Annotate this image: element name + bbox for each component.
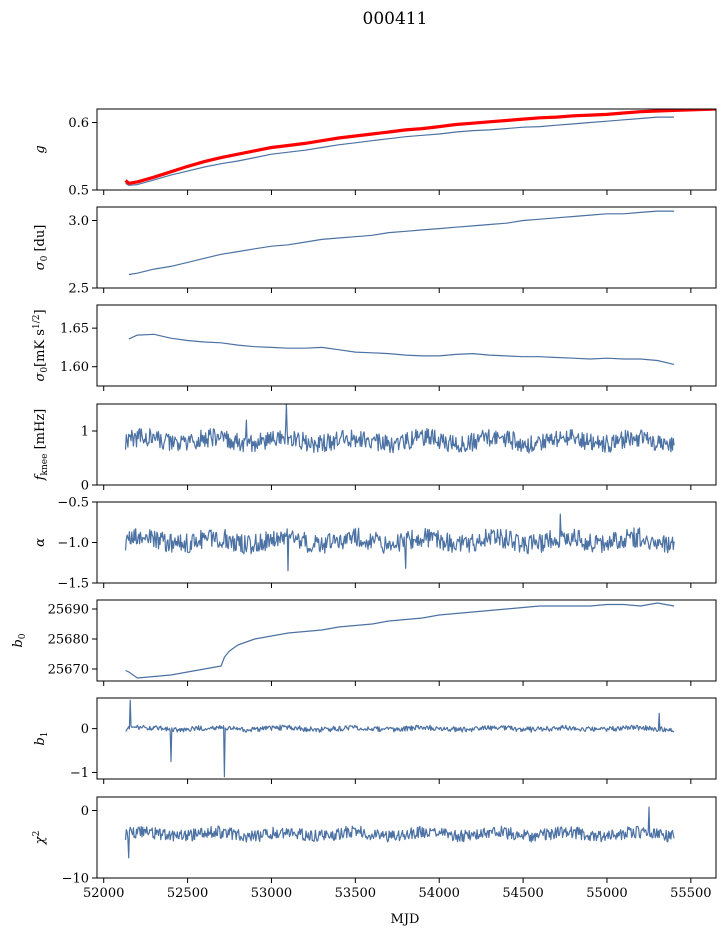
y-tick-label-fknee-0: 0 (81, 479, 89, 494)
axes-frame-g (96, 108, 717, 191)
axes-frame-chi2 (96, 796, 717, 879)
axes-frame-fknee (96, 403, 717, 486)
y-tick-label-b0-1: 25680 (48, 633, 89, 648)
axes-frame-b0 (96, 599, 717, 682)
panel-chi2: −10 0 52000 52500 53000 53500 54000 54500 55000 5… (32, 796, 717, 901)
series-line-sigma0_mks-0 (128, 333, 675, 365)
x-tick-label-2: 53000 (251, 886, 292, 901)
panel-b0: 25670 25680 25690 b0 (11, 599, 717, 686)
y-tick-label-g-0: 0.5 (68, 184, 89, 199)
y-tick-label-chi2-0: −10 (62, 872, 89, 887)
y-axis-label-sigma0_du: σ0 [du] (33, 225, 50, 271)
panel-sigma0_du: 2.5 3.0 σ0 [du] (33, 206, 717, 297)
y-tick-label-sigma0_du-0: 2.5 (68, 282, 89, 297)
panel-sigma0_mks: 1.60 1.65 σ0[mK s1/2] (32, 304, 717, 391)
y-axis-label-b0: b0 (11, 633, 28, 647)
panel-g: 0.5 0.6 g (33, 108, 717, 199)
panel-b1: −1 0 b1 (33, 697, 717, 784)
panel-alpha: −1.5 −1.0 −0.5 α (33, 496, 717, 592)
y-tick-label-sigma0_mks-0: 1.60 (60, 360, 89, 375)
panel-fknee: 0 1 fknee [mHz] (33, 403, 717, 494)
y-tick-label-alpha-0: −1.5 (57, 577, 89, 592)
x-tick-label-3: 53500 (335, 886, 376, 901)
x-tick-label-7: 55500 (670, 886, 711, 901)
y-axis-label-sigma0_mks: σ0[mK s1/2] (32, 309, 50, 381)
y-tick-label-chi2-1: 0 (81, 804, 89, 819)
x-tick-label-1: 52500 (167, 886, 208, 901)
axes-frame-b1 (96, 697, 717, 780)
panels: 0.5 0.6 g 2.5 3.0 σ0 [du] 1.60 1.65 σ0[mK s1/2] 0… (11, 108, 717, 901)
axes-frame-sigma0_mks (96, 304, 717, 387)
x-tick-label-5: 54500 (502, 886, 543, 901)
y-tick-label-sigma0_du-1: 3.0 (68, 214, 89, 229)
axes-frame-sigma0_du (96, 206, 717, 289)
y-tick-label-alpha-2: −0.5 (57, 496, 89, 511)
series-line-fknee-0 (124, 404, 675, 454)
y-axis-label-fknee: fknee [mHz] (33, 409, 50, 482)
y-tick-label-fknee-1: 1 (81, 425, 89, 440)
series-line-b0-0 (125, 602, 675, 679)
y-tick-label-b0-2: 25690 (48, 603, 89, 618)
x-tick-label-0: 52000 (83, 886, 124, 901)
y-tick-label-b1-0: −1 (70, 766, 89, 781)
y-axis-label-chi2: χ2 (32, 831, 48, 846)
y-tick-label-g-1: 0.6 (68, 116, 89, 131)
series-line-g-1 (124, 109, 716, 185)
y-tick-label-b1-1: 0 (81, 722, 89, 737)
y-tick-label-sigma0_mks-1: 1.65 (60, 322, 89, 337)
series-line-alpha-0 (124, 513, 675, 572)
series-line-sigma0_du-0 (128, 210, 675, 276)
y-tick-label-alpha-1: −1.0 (57, 536, 89, 551)
y-axis-label-alpha: α (33, 538, 48, 547)
y-tick-label-b0-0: 25670 (48, 663, 89, 678)
series-line-g-0 (125, 116, 675, 186)
series-line-chi2-0 (124, 806, 675, 859)
y-axis-label-g: g (33, 145, 48, 153)
y-axis-label-b1: b1 (33, 731, 50, 745)
figure-title: 000411 (363, 9, 428, 29)
x-tick-label-4: 54000 (419, 886, 460, 901)
series-line-b1-0 (125, 699, 675, 778)
x-tick-label-6: 55000 (586, 886, 627, 901)
x-axis-label: MJD (391, 912, 420, 927)
